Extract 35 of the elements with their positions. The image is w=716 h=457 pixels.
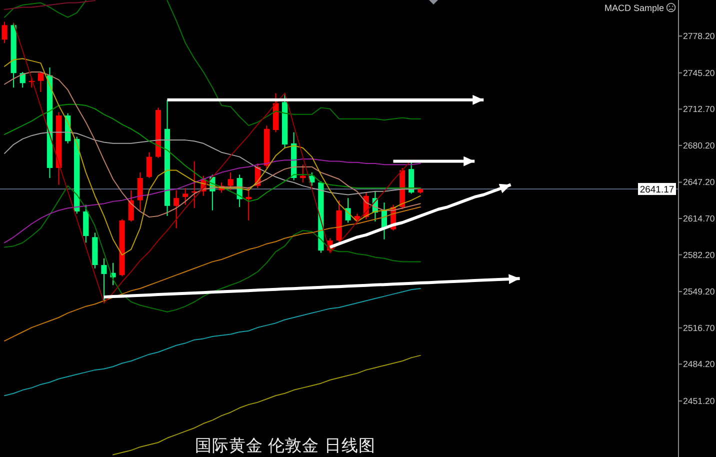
y-tick-label: 2778.20 <box>683 31 715 42</box>
candlestick <box>137 172 143 211</box>
y-tick-label: 2680.20 <box>683 140 715 150</box>
y-tick-label: 2614.70 <box>683 214 715 224</box>
line-series <box>4 58 421 256</box>
line-series <box>4 185 421 312</box>
candlestick <box>2 21 8 44</box>
candlestick <box>345 198 351 224</box>
ref-line-label: 2641.17 <box>640 184 674 196</box>
candlestick <box>182 188 188 206</box>
y-tick-label: 2712.70 <box>683 104 715 114</box>
candlestick <box>228 172 234 191</box>
y-tick-label: 2451.20 <box>683 396 715 406</box>
line-series <box>4 132 421 196</box>
candlestick <box>101 258 107 304</box>
y-tick-label: 2516.70 <box>683 322 715 333</box>
y-tick-label: 2745.20 <box>683 68 715 78</box>
line-series <box>4 104 421 202</box>
line-series <box>4 288 421 396</box>
text: 国际黄金 伦敦金 日线图 <box>195 436 376 455</box>
y-tick-label: 2582.20 <box>683 250 715 260</box>
annotation: MACD Sample <box>604 3 664 13</box>
line-series <box>4 158 421 244</box>
candlestick <box>38 71 44 93</box>
line-series <box>112 354 421 456</box>
y-tick-label: 2647.20 <box>683 177 715 188</box>
candlestick <box>110 262 116 286</box>
candlestick <box>128 190 134 222</box>
line-series <box>4 206 421 342</box>
y-tick-label: 2549.20 <box>683 286 715 297</box>
y-tick-label: 2484.20 <box>683 359 715 370</box>
candlestick <box>173 190 180 229</box>
candlestick <box>146 152 152 178</box>
line-series <box>4 0 96 10</box>
line-series <box>13 22 412 304</box>
